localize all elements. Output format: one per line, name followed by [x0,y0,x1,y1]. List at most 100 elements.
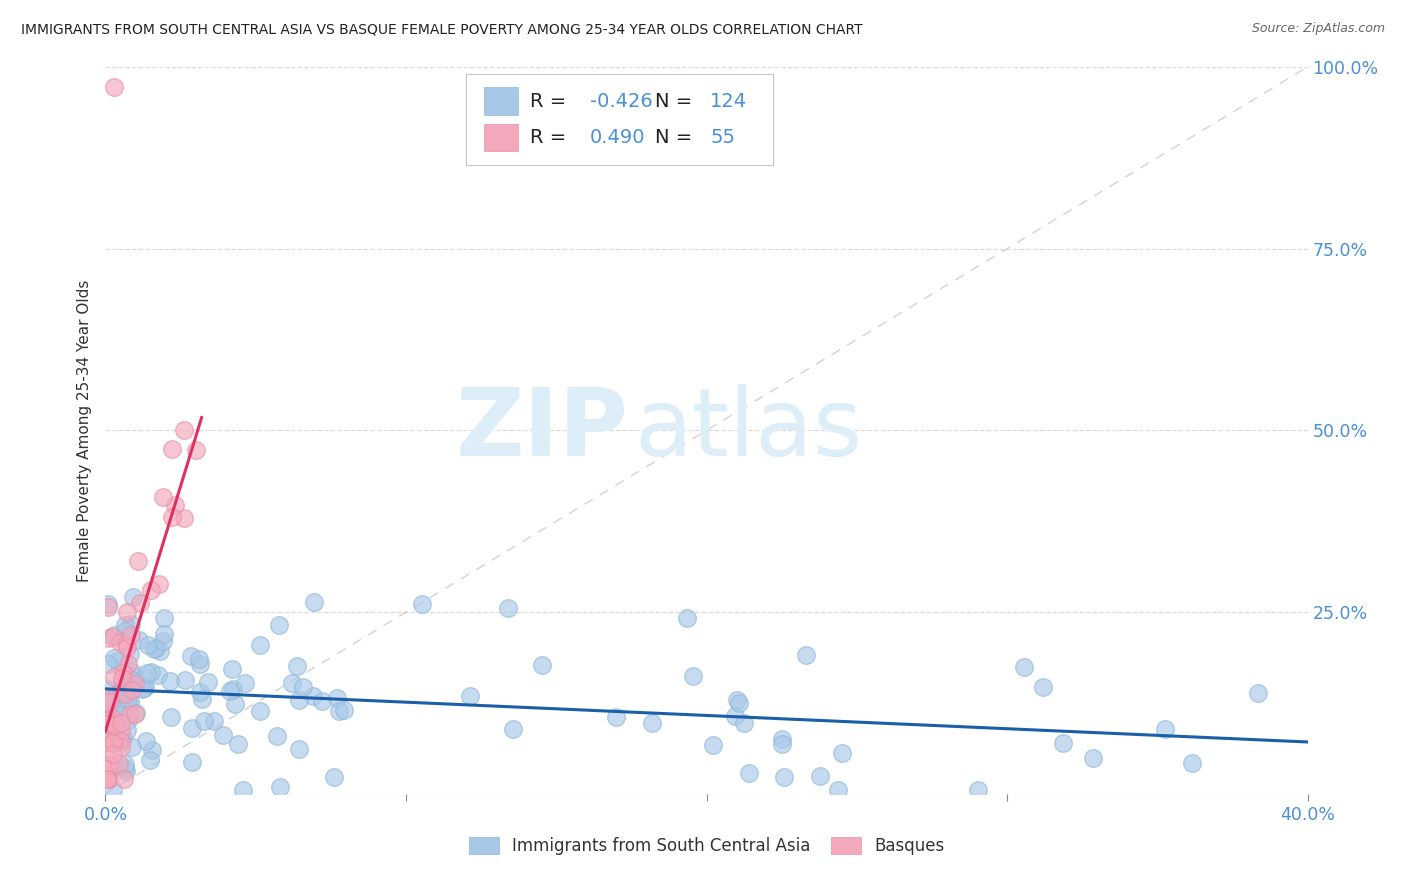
Point [675,611,697,625]
Point [108,732,131,747]
Point [165,498,187,512]
Point [702,739,724,753]
Point [808,769,831,783]
Point [328,704,350,718]
Point [98,692,121,706]
Point [114,761,136,775]
Point [770,731,793,746]
Point [773,770,796,784]
FancyBboxPatch shape [484,124,517,152]
Point [145,640,167,655]
Point [222,681,245,696]
Point [218,684,240,698]
Point [1081,751,1104,765]
Point [110,671,132,685]
Point [105,702,128,716]
Point [97,693,120,707]
Point [738,765,761,780]
Point [103,731,125,746]
Point [288,741,311,756]
Point [115,764,138,778]
Legend: Immigrants from South Central Asia, Basques: Immigrants from South Central Asia, Basq… [463,830,950,862]
Text: 0.490: 0.490 [591,128,645,147]
Point [269,617,291,632]
Point [110,716,132,731]
Point [101,733,124,747]
Point [181,721,204,735]
Point [107,756,129,771]
Point [127,554,149,568]
Point [100,705,122,719]
Point [827,783,849,797]
Point [96,772,118,787]
Text: 124: 124 [710,92,747,111]
Point [160,709,183,723]
Point [98,695,121,709]
Point [111,689,134,703]
Point [121,665,143,679]
Point [103,628,125,642]
Point [1032,680,1054,694]
Point [292,681,315,695]
Point [640,716,662,731]
Point [96,762,118,776]
Point [114,618,136,632]
Point [104,692,127,706]
Point [96,716,118,731]
Point [97,597,120,611]
Point [187,652,209,666]
Point [97,657,120,672]
Y-axis label: Female Poverty Among 25-34 Year Olds: Female Poverty Among 25-34 Year Olds [77,279,93,582]
Point [226,737,249,751]
Point [249,638,271,652]
Point [301,690,323,704]
Point [193,714,215,728]
Point [100,710,122,724]
Point [530,658,553,673]
Point [311,694,333,708]
Point [100,716,122,731]
Point [107,700,129,714]
Point [101,630,124,644]
Point [110,739,132,754]
Point [115,637,138,651]
Point [280,676,302,690]
Point [101,747,124,761]
Point [723,709,745,723]
Point [110,734,132,748]
Text: IMMIGRANTS FROM SOUTH CENTRAL ASIA VS BASQUE FEMALE POVERTY AMONG 25-34 YEAR OLD: IMMIGRANTS FROM SOUTH CENTRAL ASIA VS BA… [21,22,863,37]
Point [103,651,125,665]
Point [159,673,181,688]
Point [160,510,183,524]
Point [97,713,120,727]
Point [104,717,127,731]
Point [105,654,128,668]
Point [103,80,125,95]
Point [120,617,142,632]
Point [97,632,120,646]
Point [97,772,120,787]
Point [138,638,160,652]
Point [96,772,118,787]
Point [302,595,325,609]
Point [115,640,138,654]
Point [118,679,141,693]
Point [221,662,243,676]
Point [325,691,347,706]
Point [117,657,139,671]
Point [110,682,132,697]
Point [269,780,291,795]
Point [249,704,271,718]
Point [287,693,309,707]
Point [103,670,125,684]
Point [114,624,136,638]
FancyBboxPatch shape [465,74,773,165]
Point [1154,723,1177,737]
Point [132,681,155,695]
Point [1052,736,1074,750]
Point [96,714,118,729]
Point [794,648,817,662]
Point [152,634,174,648]
Point [333,703,356,717]
Point [118,695,141,709]
